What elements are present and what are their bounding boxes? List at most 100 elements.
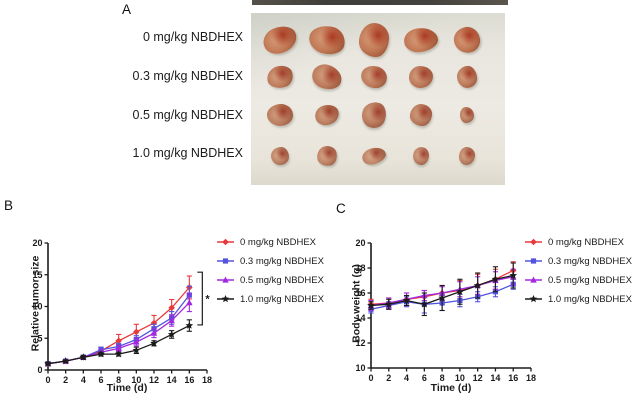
legend-item: 0 mg/kg NBDHEX	[216, 236, 324, 248]
tumor-blob	[402, 26, 440, 54]
tumor-size-chart: 0 2 4 6 8 10 12 14 16 18 0 5 10 15 20 *	[32, 238, 212, 385]
legend-label: 1.0 mg/kg NBDHEX	[548, 293, 632, 305]
tumor-size-legend: 0 mg/kg NBDHEX 0.3 mg/kg NBDHEX 0.5 mg/kg …	[216, 236, 324, 312]
legend-item: 0.5 mg/kg NBDHEX	[524, 274, 632, 286]
tumor-blob	[408, 102, 434, 128]
legend-marker-icon	[217, 276, 234, 283]
x-tick-label: 16	[184, 375, 194, 385]
x-tick-label: 12	[473, 373, 483, 383]
y-tick-label: 12	[355, 338, 365, 348]
tumor-blob	[409, 66, 433, 88]
star-marker-icon	[384, 300, 393, 308]
legend-marker-icon	[525, 295, 542, 303]
series-1.0-mg-kg-nbdhex	[367, 262, 518, 317]
x-tick-label: 14	[490, 373, 500, 383]
legend-label: 0 mg/kg NBDHEX	[548, 236, 625, 248]
legend-marker-icon	[217, 295, 234, 303]
y-tick-label: 10	[355, 363, 365, 373]
tumor-blob	[458, 146, 476, 166]
photo-top-edge	[252, 0, 508, 5]
panel-c-letter: C	[336, 201, 346, 216]
x-tick-label: 2	[63, 375, 68, 385]
tumor-blob	[359, 64, 389, 90]
y-tick-label: 20	[355, 238, 365, 248]
x-tick-label: 18	[526, 373, 536, 383]
body-weight-chart: 0 2 4 6 8 10 12 14 16 18 10 12 14 16 18 20	[355, 238, 536, 383]
body-weight-legend: 0 mg/kg NBDHEX 0.3 mg/kg NBDHEX 0.5 mg/kg …	[524, 236, 632, 312]
legend-label: 0.5 mg/kg NBDHEX	[548, 274, 632, 286]
tumor-blob	[312, 102, 342, 128]
tumor-blob	[264, 63, 296, 91]
y-tick-label: 14	[355, 313, 365, 323]
tumor-blob	[306, 22, 348, 58]
star-marker-icon	[114, 350, 123, 358]
x-tick-label: 10	[131, 375, 141, 385]
star-marker-icon	[529, 295, 538, 303]
triangle-marker-icon	[530, 276, 537, 283]
triangle-marker-icon	[222, 276, 229, 283]
square-marker-icon	[222, 258, 229, 264]
tumor-blob	[455, 64, 479, 90]
dose-label-0mg: 0 mg/kg NBDHEX	[142, 30, 243, 44]
diamond-marker-icon	[530, 238, 537, 246]
legend-label: 0.5 mg/kg NBDHEX	[240, 274, 324, 286]
panel-a-letter: A	[122, 2, 132, 17]
tumor-blob	[315, 144, 339, 168]
triangle-marker-icon	[186, 299, 193, 306]
body-weight-y-axis-label: Body weight (g)	[350, 264, 363, 343]
x-tick-label: 10	[455, 373, 465, 383]
x-tick-label: 4	[404, 373, 409, 383]
legend-label: 0.3 mg/kg NBDHEX	[548, 255, 632, 267]
x-tick-label: 4	[81, 375, 86, 385]
x-tick-label: 14	[167, 375, 177, 385]
x-tick-label: 12	[149, 375, 159, 385]
legend-label: 0 mg/kg NBDHEX	[240, 236, 317, 248]
triangle-marker-icon	[133, 338, 140, 345]
legend-marker-icon	[525, 258, 542, 264]
star-marker-icon	[185, 321, 194, 329]
tumor-blob	[411, 145, 431, 167]
legend-marker-icon	[525, 276, 542, 283]
body-weight-x-axis-label: Time (d)	[430, 382, 472, 394]
y-tick-label: 10	[32, 302, 42, 312]
dose-label-03mg: 0.3 mg/kg NBDHEX	[132, 69, 243, 83]
star-marker-icon	[79, 353, 88, 361]
y-tick-label: 16	[355, 288, 365, 298]
tumor-blob	[309, 60, 345, 94]
tumor-blob	[358, 22, 390, 58]
tumor-blob	[450, 23, 484, 57]
star-marker-icon	[167, 330, 176, 338]
x-tick-label: 2	[386, 373, 391, 383]
x-tick-label: 8	[116, 375, 121, 385]
y-tick-label: 20	[32, 238, 42, 248]
star-marker-icon	[221, 295, 230, 303]
star-marker-icon	[473, 281, 482, 289]
legend-item: 1.0 mg/kg NBDHEX	[216, 293, 324, 305]
tumor-blob	[358, 99, 390, 131]
triangle-marker-icon	[150, 329, 158, 336]
dose-label-10mg: 1.0 mg/kg NBDHEX	[132, 146, 243, 160]
legend-marker-icon	[217, 238, 234, 246]
tumor-blob	[270, 146, 290, 166]
x-tick-label: 8	[440, 373, 445, 383]
y-tick-label: 5	[37, 333, 42, 343]
tumor-blob	[259, 21, 301, 59]
diamond-marker-icon	[133, 328, 140, 336]
star-marker-icon	[509, 271, 518, 279]
triangle-marker-icon	[115, 344, 122, 352]
star-marker-icon	[456, 287, 464, 295]
legend-item: 0.5 mg/kg NBDHEX	[216, 274, 324, 286]
square-marker-icon	[530, 258, 537, 264]
tumor-blob	[459, 106, 475, 124]
legend-marker-icon	[217, 258, 234, 264]
triangle-marker-icon	[168, 316, 175, 324]
star-marker-icon	[402, 296, 411, 304]
star-marker-icon	[491, 275, 500, 283]
star-marker-icon	[438, 294, 446, 302]
x-tick-label: 16	[508, 373, 518, 383]
tumor-photo	[251, 13, 505, 185]
star-marker-icon	[367, 301, 375, 309]
legend-label: 1.0 mg/kg NBDHEX	[240, 293, 324, 305]
x-tick-label: 6	[98, 375, 103, 385]
